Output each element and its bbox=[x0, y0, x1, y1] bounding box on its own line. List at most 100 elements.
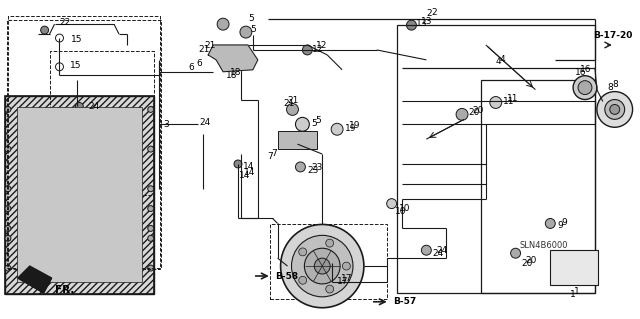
Text: 20: 20 bbox=[522, 259, 533, 268]
Text: 14: 14 bbox=[239, 171, 250, 180]
Text: FR.: FR. bbox=[54, 285, 74, 295]
Circle shape bbox=[148, 235, 154, 241]
Text: 14: 14 bbox=[244, 168, 255, 177]
Text: 8: 8 bbox=[612, 80, 618, 89]
Circle shape bbox=[280, 225, 364, 308]
Text: 3: 3 bbox=[164, 120, 170, 129]
Text: 5: 5 bbox=[316, 116, 321, 125]
Circle shape bbox=[299, 276, 307, 284]
Text: 4: 4 bbox=[500, 56, 506, 64]
Circle shape bbox=[387, 199, 397, 209]
Text: 15: 15 bbox=[72, 34, 83, 43]
Bar bbox=[8, 16, 159, 269]
Circle shape bbox=[314, 258, 330, 274]
Circle shape bbox=[573, 76, 597, 100]
Text: 21: 21 bbox=[198, 45, 210, 55]
Circle shape bbox=[5, 235, 11, 241]
Circle shape bbox=[5, 107, 11, 112]
Circle shape bbox=[342, 262, 350, 270]
Bar bbox=[5, 96, 154, 294]
Text: 16: 16 bbox=[580, 65, 591, 74]
Text: 14: 14 bbox=[243, 162, 254, 171]
Circle shape bbox=[240, 26, 252, 38]
Text: 10: 10 bbox=[399, 204, 410, 213]
Circle shape bbox=[490, 97, 502, 108]
Circle shape bbox=[5, 206, 11, 211]
Text: 19: 19 bbox=[349, 121, 360, 130]
Text: 9: 9 bbox=[557, 221, 563, 230]
Text: 5: 5 bbox=[250, 25, 255, 33]
Text: 9: 9 bbox=[561, 218, 567, 227]
Circle shape bbox=[545, 219, 556, 228]
Polygon shape bbox=[18, 278, 52, 293]
Circle shape bbox=[296, 117, 309, 131]
Polygon shape bbox=[18, 266, 52, 293]
Text: 17: 17 bbox=[341, 274, 353, 284]
Text: 21: 21 bbox=[284, 99, 295, 108]
Circle shape bbox=[296, 162, 305, 172]
Circle shape bbox=[41, 26, 49, 34]
Circle shape bbox=[76, 102, 83, 110]
Text: B-57: B-57 bbox=[392, 297, 416, 306]
Text: 12: 12 bbox=[312, 45, 324, 55]
Bar bbox=[269, 225, 387, 299]
Circle shape bbox=[299, 248, 307, 256]
Text: 21: 21 bbox=[287, 96, 299, 105]
Text: 24: 24 bbox=[88, 102, 99, 111]
Circle shape bbox=[5, 146, 11, 152]
Bar bbox=[7, 20, 161, 268]
Text: 24: 24 bbox=[199, 118, 211, 127]
Circle shape bbox=[148, 206, 154, 211]
Circle shape bbox=[287, 103, 298, 115]
Circle shape bbox=[148, 186, 154, 192]
Circle shape bbox=[148, 226, 154, 231]
Circle shape bbox=[511, 248, 520, 258]
Text: 4: 4 bbox=[496, 57, 501, 66]
Text: 18: 18 bbox=[226, 71, 237, 80]
Text: 20: 20 bbox=[472, 106, 483, 115]
Text: 10: 10 bbox=[395, 207, 406, 216]
Circle shape bbox=[56, 34, 63, 42]
Text: 11: 11 bbox=[507, 94, 518, 103]
Circle shape bbox=[578, 81, 592, 94]
Circle shape bbox=[610, 104, 620, 115]
Bar bbox=[17, 108, 142, 282]
Circle shape bbox=[217, 18, 229, 30]
Text: 7: 7 bbox=[271, 149, 277, 158]
Text: SLN4B6000: SLN4B6000 bbox=[520, 241, 568, 250]
Text: 6: 6 bbox=[196, 59, 202, 68]
Circle shape bbox=[326, 285, 333, 293]
Bar bbox=[278, 131, 317, 149]
Circle shape bbox=[5, 186, 11, 192]
Text: 19: 19 bbox=[345, 124, 356, 133]
Text: 1: 1 bbox=[574, 287, 580, 296]
Text: 12: 12 bbox=[316, 41, 328, 50]
Circle shape bbox=[456, 108, 468, 120]
Circle shape bbox=[5, 226, 11, 231]
Circle shape bbox=[605, 100, 625, 119]
Text: 2: 2 bbox=[426, 9, 432, 18]
Circle shape bbox=[597, 92, 632, 127]
Text: B-58: B-58 bbox=[275, 271, 298, 280]
Text: 23: 23 bbox=[311, 163, 323, 173]
Text: 7: 7 bbox=[268, 152, 273, 160]
Circle shape bbox=[421, 245, 431, 255]
Text: 15: 15 bbox=[70, 61, 82, 70]
Circle shape bbox=[291, 235, 353, 297]
Text: 2: 2 bbox=[431, 8, 437, 17]
Text: B-17-20: B-17-20 bbox=[593, 31, 632, 40]
Circle shape bbox=[56, 63, 63, 71]
Text: 6: 6 bbox=[188, 63, 194, 72]
Bar bbox=[550, 250, 598, 285]
Circle shape bbox=[331, 123, 343, 135]
Text: 8: 8 bbox=[608, 83, 614, 92]
Text: 22: 22 bbox=[60, 18, 71, 27]
Text: 20: 20 bbox=[525, 256, 537, 265]
Circle shape bbox=[5, 265, 11, 271]
Circle shape bbox=[303, 45, 312, 55]
Text: 17: 17 bbox=[337, 278, 349, 286]
Text: 24: 24 bbox=[432, 249, 444, 258]
Bar bbox=[481, 80, 595, 293]
Bar bbox=[49, 51, 154, 195]
Circle shape bbox=[148, 146, 154, 152]
